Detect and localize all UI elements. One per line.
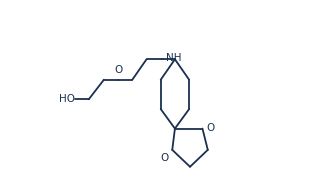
Text: HO: HO	[59, 94, 74, 104]
Text: O: O	[160, 153, 169, 163]
Text: NH: NH	[166, 52, 182, 62]
Text: O: O	[206, 123, 215, 133]
Text: O: O	[114, 65, 122, 75]
